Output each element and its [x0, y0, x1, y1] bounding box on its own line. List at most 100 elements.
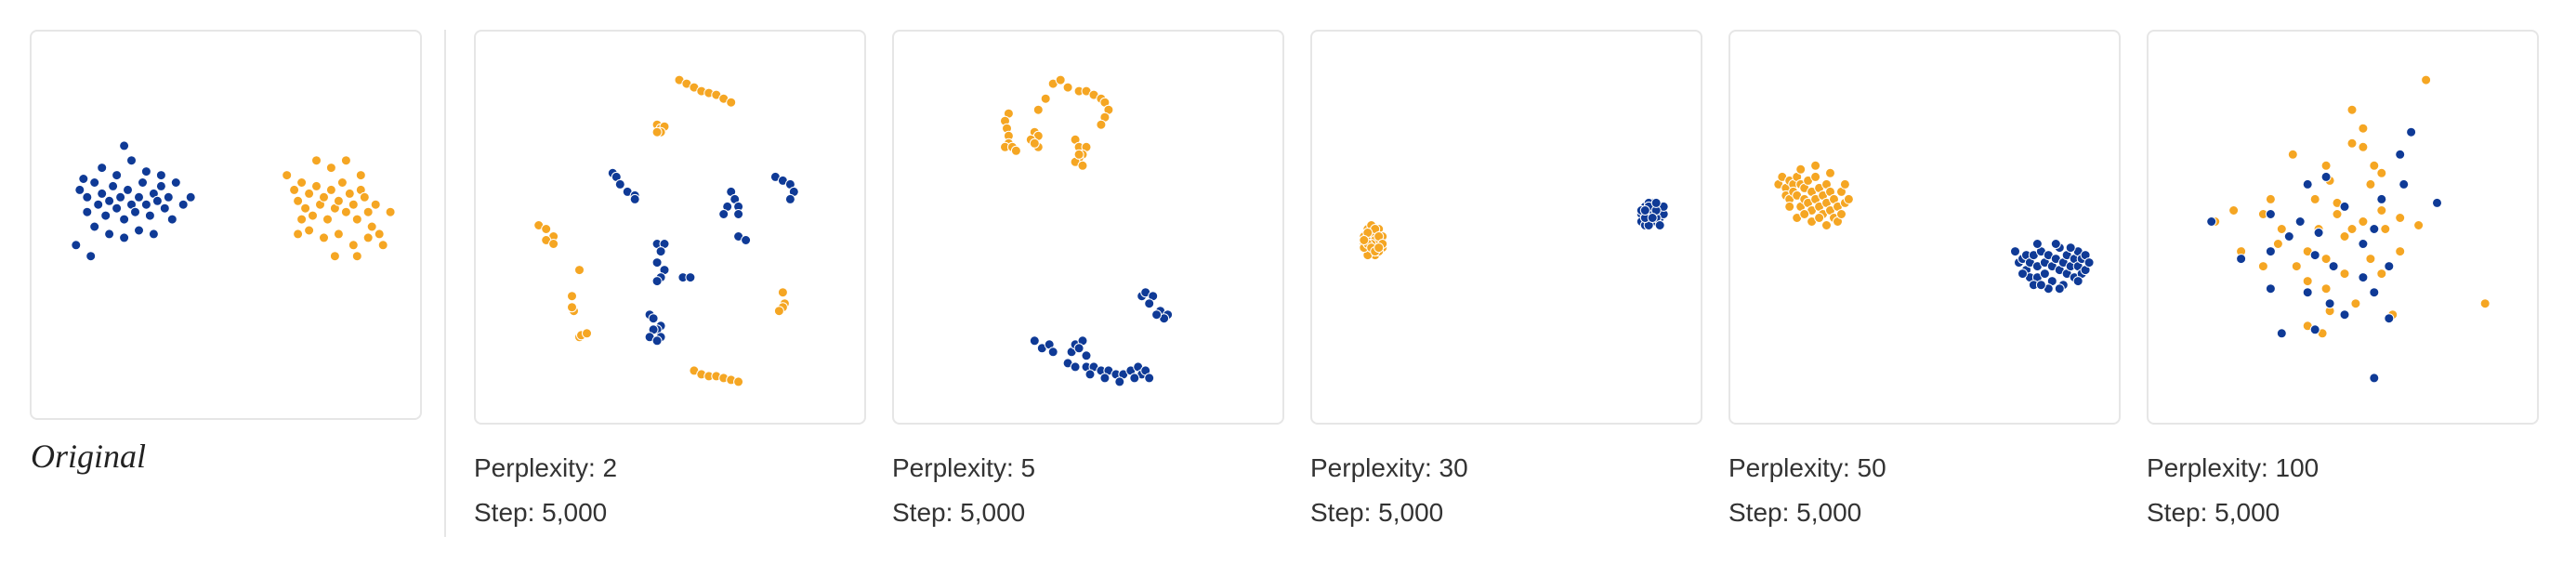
scatter-point-blue: [163, 191, 174, 203]
scatter-point-orange: [2339, 268, 2350, 280]
scatter-point-blue: [784, 193, 795, 204]
scatter-point-orange: [325, 163, 336, 174]
scatter-point-orange: [1062, 82, 1073, 93]
scatter-point-orange: [1373, 242, 1385, 254]
scatter-point-orange: [300, 203, 311, 214]
scatter-point-blue: [1647, 213, 1658, 223]
scatter-point-blue: [155, 180, 166, 191]
scatter-point-orange: [311, 155, 322, 166]
scatter-point-orange: [322, 214, 333, 225]
scatter-point-orange: [348, 240, 359, 251]
scatter-point-blue: [126, 155, 137, 166]
scatter-point-orange: [2346, 137, 2358, 149]
scatter-point-blue: [2031, 239, 2043, 249]
scatter-point-blue: [2265, 209, 2276, 219]
scatter-point-orange: [362, 206, 374, 217]
scatter-plot-perplexity-100: [2206, 74, 2491, 384]
scatter-point-blue: [2309, 324, 2320, 335]
scatter-point-orange: [325, 184, 336, 195]
scatter-point-blue: [130, 206, 140, 217]
scatter-plot-perplexity-30: [1359, 197, 1669, 261]
scatter-point-blue: [2406, 126, 2417, 137]
scatter-panel-perplexity-2: [474, 30, 866, 425]
scatter-point-blue: [651, 335, 663, 347]
scatter-plot-perplexity-2: [533, 74, 799, 387]
scatter-point-orange: [336, 177, 348, 188]
scatter-point-orange: [2228, 205, 2240, 216]
scatter-point-orange: [296, 214, 308, 225]
scatter-point-orange: [2365, 178, 2376, 190]
scatter-point-blue: [151, 195, 163, 206]
scatter-point-blue: [1070, 361, 1081, 373]
scatter-point-blue: [1144, 373, 1155, 384]
scatter-point-orange: [2365, 254, 2376, 265]
scatter-point-blue: [2384, 261, 2395, 272]
scatter-point-blue: [2236, 254, 2247, 265]
scatter-point-orange: [1073, 149, 1084, 160]
scatter-point-orange: [370, 199, 381, 210]
scatter-point-orange: [2376, 205, 2387, 216]
scatter-point-blue: [614, 178, 625, 190]
scatter-point-blue: [2309, 250, 2320, 261]
scatter-point-orange: [2376, 167, 2387, 178]
scatter-point-blue: [1129, 373, 1140, 384]
scatter-point-blue: [2294, 216, 2306, 227]
scatter-point-orange: [1040, 93, 1051, 104]
scatter-point-orange: [2479, 298, 2491, 309]
scatter-point-blue: [123, 184, 133, 195]
original-caption: Original: [31, 438, 147, 475]
scatter-point-blue: [2302, 178, 2313, 190]
scatter-point-orange: [377, 240, 388, 251]
scatter-point-orange: [319, 191, 329, 203]
scatter-panel-perplexity-30: [1310, 30, 1702, 425]
scatter-point-orange: [2291, 261, 2302, 272]
scatter-point-blue: [2206, 216, 2217, 227]
scatter-point-orange: [340, 155, 351, 166]
scatter-point-orange: [329, 251, 340, 262]
scatter-point-blue: [648, 313, 659, 324]
scatter-point-blue: [1047, 347, 1058, 358]
scatter-point-orange: [355, 170, 366, 181]
scatter-point-orange: [1810, 160, 1821, 171]
scatter-point-blue: [1144, 298, 1155, 309]
scatter-point-blue: [97, 188, 108, 199]
scatter-panel-perplexity-5: [892, 30, 1284, 425]
scatter-point-blue: [140, 199, 151, 210]
scatter-point-orange: [333, 195, 344, 206]
scatter-point-blue: [166, 214, 177, 225]
scatter-point-orange: [293, 195, 304, 206]
scatter-point-orange: [2302, 276, 2313, 287]
perplexity-label: Perplexity: 100: [2147, 453, 2320, 482]
scatter-point-orange: [2376, 268, 2387, 280]
scatter-point-blue: [1099, 373, 1111, 384]
scatter-point-blue: [89, 177, 100, 188]
scatter-point-blue: [2265, 246, 2276, 257]
scatter-plot-perplexity-50: [1773, 160, 2095, 295]
scatter-point-blue: [115, 191, 126, 203]
scatter-point-blue: [82, 191, 93, 203]
scatter-point-blue: [2384, 313, 2395, 324]
scatter-point-blue: [119, 140, 130, 151]
scatter-point-orange: [2276, 224, 2287, 234]
scatter-point-blue: [78, 174, 89, 184]
scatter-point-blue: [1081, 350, 1092, 361]
scatter-point-blue: [2369, 287, 2380, 298]
scatter-point-orange: [2380, 224, 2391, 234]
scatter-point-orange: [1821, 220, 1832, 230]
scatter-point-orange: [1810, 171, 1821, 182]
scatter-point-orange: [2287, 149, 2298, 160]
scatter-point-orange: [2320, 160, 2332, 171]
scatter-point-orange: [2346, 224, 2358, 234]
scatter-point-blue: [2369, 224, 2380, 234]
scatter-point-orange: [359, 191, 370, 203]
scatter-point-orange: [1795, 164, 1807, 175]
scatter-point-blue: [685, 272, 696, 283]
scatter-plot-perplexity-5: [1000, 74, 1174, 387]
scatter-point-blue: [2313, 228, 2324, 238]
scatter-point-orange: [2395, 213, 2406, 223]
scatter-point-orange: [1843, 193, 1854, 204]
scatter-point-blue: [1654, 220, 1665, 230]
scatter-panel-perplexity-100: [2147, 30, 2539, 425]
scatter-point-blue: [177, 199, 189, 210]
scatter-point-orange: [2358, 216, 2369, 227]
